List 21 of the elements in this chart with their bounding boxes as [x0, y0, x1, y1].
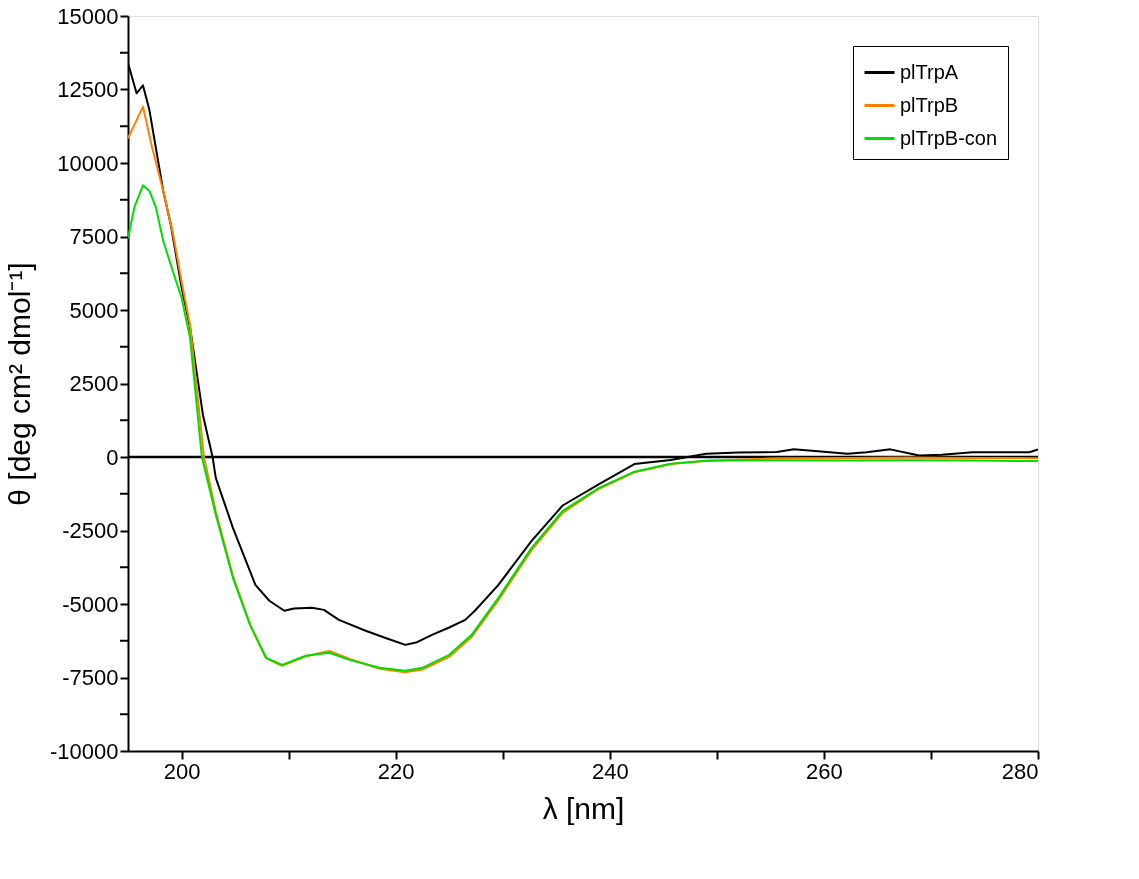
y-tick-label: -10000 [49, 738, 119, 764]
legend-label: plTrpB [900, 93, 959, 116]
y-tick-label: -2500 [62, 518, 119, 543]
y-tick-label: 7500 [69, 224, 119, 249]
x-tick-label: 220 [377, 758, 415, 784]
x-axis-title: λ [nm] [542, 791, 625, 825]
legend-label: plTrpA [900, 60, 959, 83]
y-tick-label: -5000 [62, 591, 119, 617]
y-tick-label: 2500 [69, 371, 119, 396]
x-tick-label: 260 [806, 758, 843, 784]
y-tick-label: 5000 [69, 297, 119, 323]
y-axis-title: θ [deg cm² dmol⁻¹] [3, 262, 36, 506]
y-tick-label: 15000 [57, 3, 119, 29]
legend-label: plTrpB-con [900, 126, 998, 149]
x-tick-label: 240 [591, 758, 629, 784]
x-tick-label: 280 [1001, 758, 1039, 784]
y-tick-label: 10000 [57, 150, 119, 176]
x-tick-label: 200 [163, 758, 201, 784]
y-tick-label: 12500 [57, 77, 119, 102]
y-tick-label: -7500 [62, 665, 119, 690]
y-tick-label: 0 [106, 444, 119, 470]
